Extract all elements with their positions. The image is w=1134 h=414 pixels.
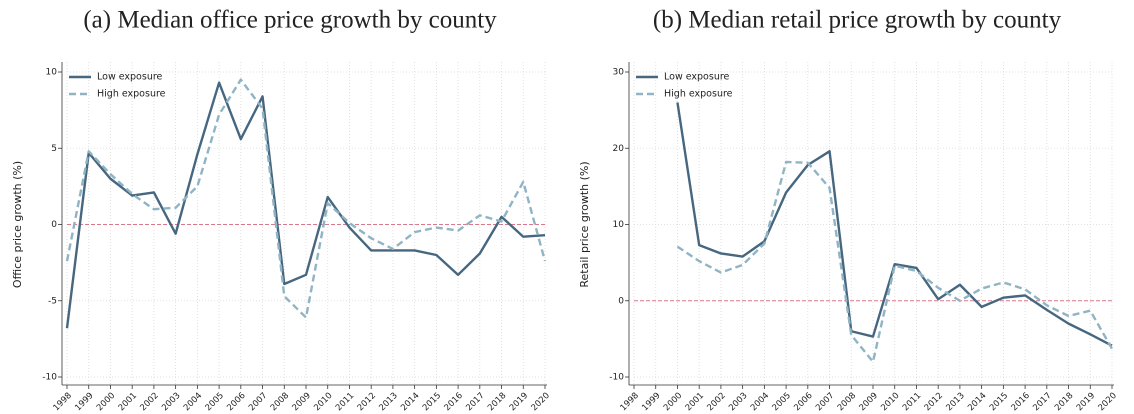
x-tick-label: 2016	[443, 391, 465, 413]
series-line	[676, 160, 1114, 363]
x-tick-label: 2020	[530, 391, 552, 413]
x-tick-label: 2010	[312, 391, 334, 413]
x-tick-label: 2019	[508, 391, 530, 413]
x-tick-label: 2019	[1075, 391, 1097, 413]
x-tick-label: 2014	[399, 391, 421, 413]
x-tick-label: 2018	[1053, 391, 1075, 413]
x-tick-label: 2005	[204, 391, 226, 413]
x-tick-label: 2000	[95, 391, 117, 413]
x-tick-label: 2002	[138, 391, 160, 413]
x-tick-label: 2013	[944, 391, 966, 413]
x-tick-label: 2015	[421, 391, 443, 413]
x-tick-label: 1999	[73, 391, 95, 413]
x-tick-label: 1998	[619, 391, 641, 413]
x-tick-label: 2018	[486, 391, 508, 413]
chart-title: (b) Median retail price growth by county	[653, 7, 1062, 34]
y-tick-label: 10	[613, 220, 625, 230]
x-tick-label: 2002	[705, 391, 727, 413]
series-line	[676, 102, 1113, 347]
legend-label: High exposure	[97, 89, 166, 100]
x-tick-label: 2004	[182, 391, 204, 413]
series-line	[65, 78, 547, 319]
y-tick-label: 10	[46, 68, 58, 78]
x-tick-label: 2010	[879, 391, 901, 413]
x-tick-label: 2007	[247, 391, 269, 413]
x-tick-label: 2017	[1031, 391, 1053, 413]
y-tick-label: 20	[613, 144, 625, 154]
x-tick-label: 2001	[684, 391, 706, 413]
y-tick-label: -5	[48, 296, 57, 306]
x-tick-label: 2006	[225, 391, 247, 413]
x-tick-label: 2009	[291, 391, 313, 413]
x-tick-label: 2012	[356, 391, 378, 413]
x-tick-label: 2011	[901, 391, 923, 413]
x-tick-label: 2011	[334, 391, 356, 413]
x-tick-label: 2007	[814, 391, 836, 413]
chart-title: (a) Median office price growth by county	[83, 7, 497, 34]
y-axis-label: Retail price growth (%)	[578, 161, 591, 287]
x-tick-label: 2015	[988, 391, 1010, 413]
x-tick-label: 2013	[377, 391, 399, 413]
y-tick-label: 30	[613, 68, 625, 78]
x-tick-label: 2012	[923, 391, 945, 413]
x-tick-label: 2016	[1010, 391, 1032, 413]
x-tick-label: 2017	[464, 391, 486, 413]
x-tick-label: 1998	[52, 391, 74, 413]
x-tick-label: 2006	[792, 391, 814, 413]
y-tick-label: -10	[42, 373, 57, 383]
x-tick-label: 2008	[836, 391, 858, 413]
x-tick-label: 2000	[662, 391, 684, 413]
x-tick-label: 2004	[749, 391, 771, 413]
series-line	[65, 81, 546, 329]
legend-label: High exposure	[664, 89, 733, 100]
x-tick-label: 2014	[966, 391, 988, 413]
legend-label: Low exposure	[97, 72, 163, 83]
y-tick-label: 5	[51, 144, 57, 154]
y-tick-label: 0	[618, 296, 624, 306]
x-tick-label: 2003	[727, 391, 749, 413]
x-tick-label: 2001	[117, 391, 139, 413]
y-tick-label: -10	[609, 373, 624, 383]
x-tick-label: 2020	[1097, 391, 1119, 413]
x-tick-label: 2009	[858, 391, 880, 413]
x-tick-label: 1999	[640, 391, 662, 413]
x-tick-label: 2005	[771, 391, 793, 413]
y-tick-label: 0	[51, 220, 57, 230]
legend-label: Low exposure	[664, 72, 730, 83]
y-axis-label: Office price growth (%)	[11, 161, 24, 288]
x-tick-label: 2003	[160, 391, 182, 413]
x-tick-label: 2008	[269, 391, 291, 413]
